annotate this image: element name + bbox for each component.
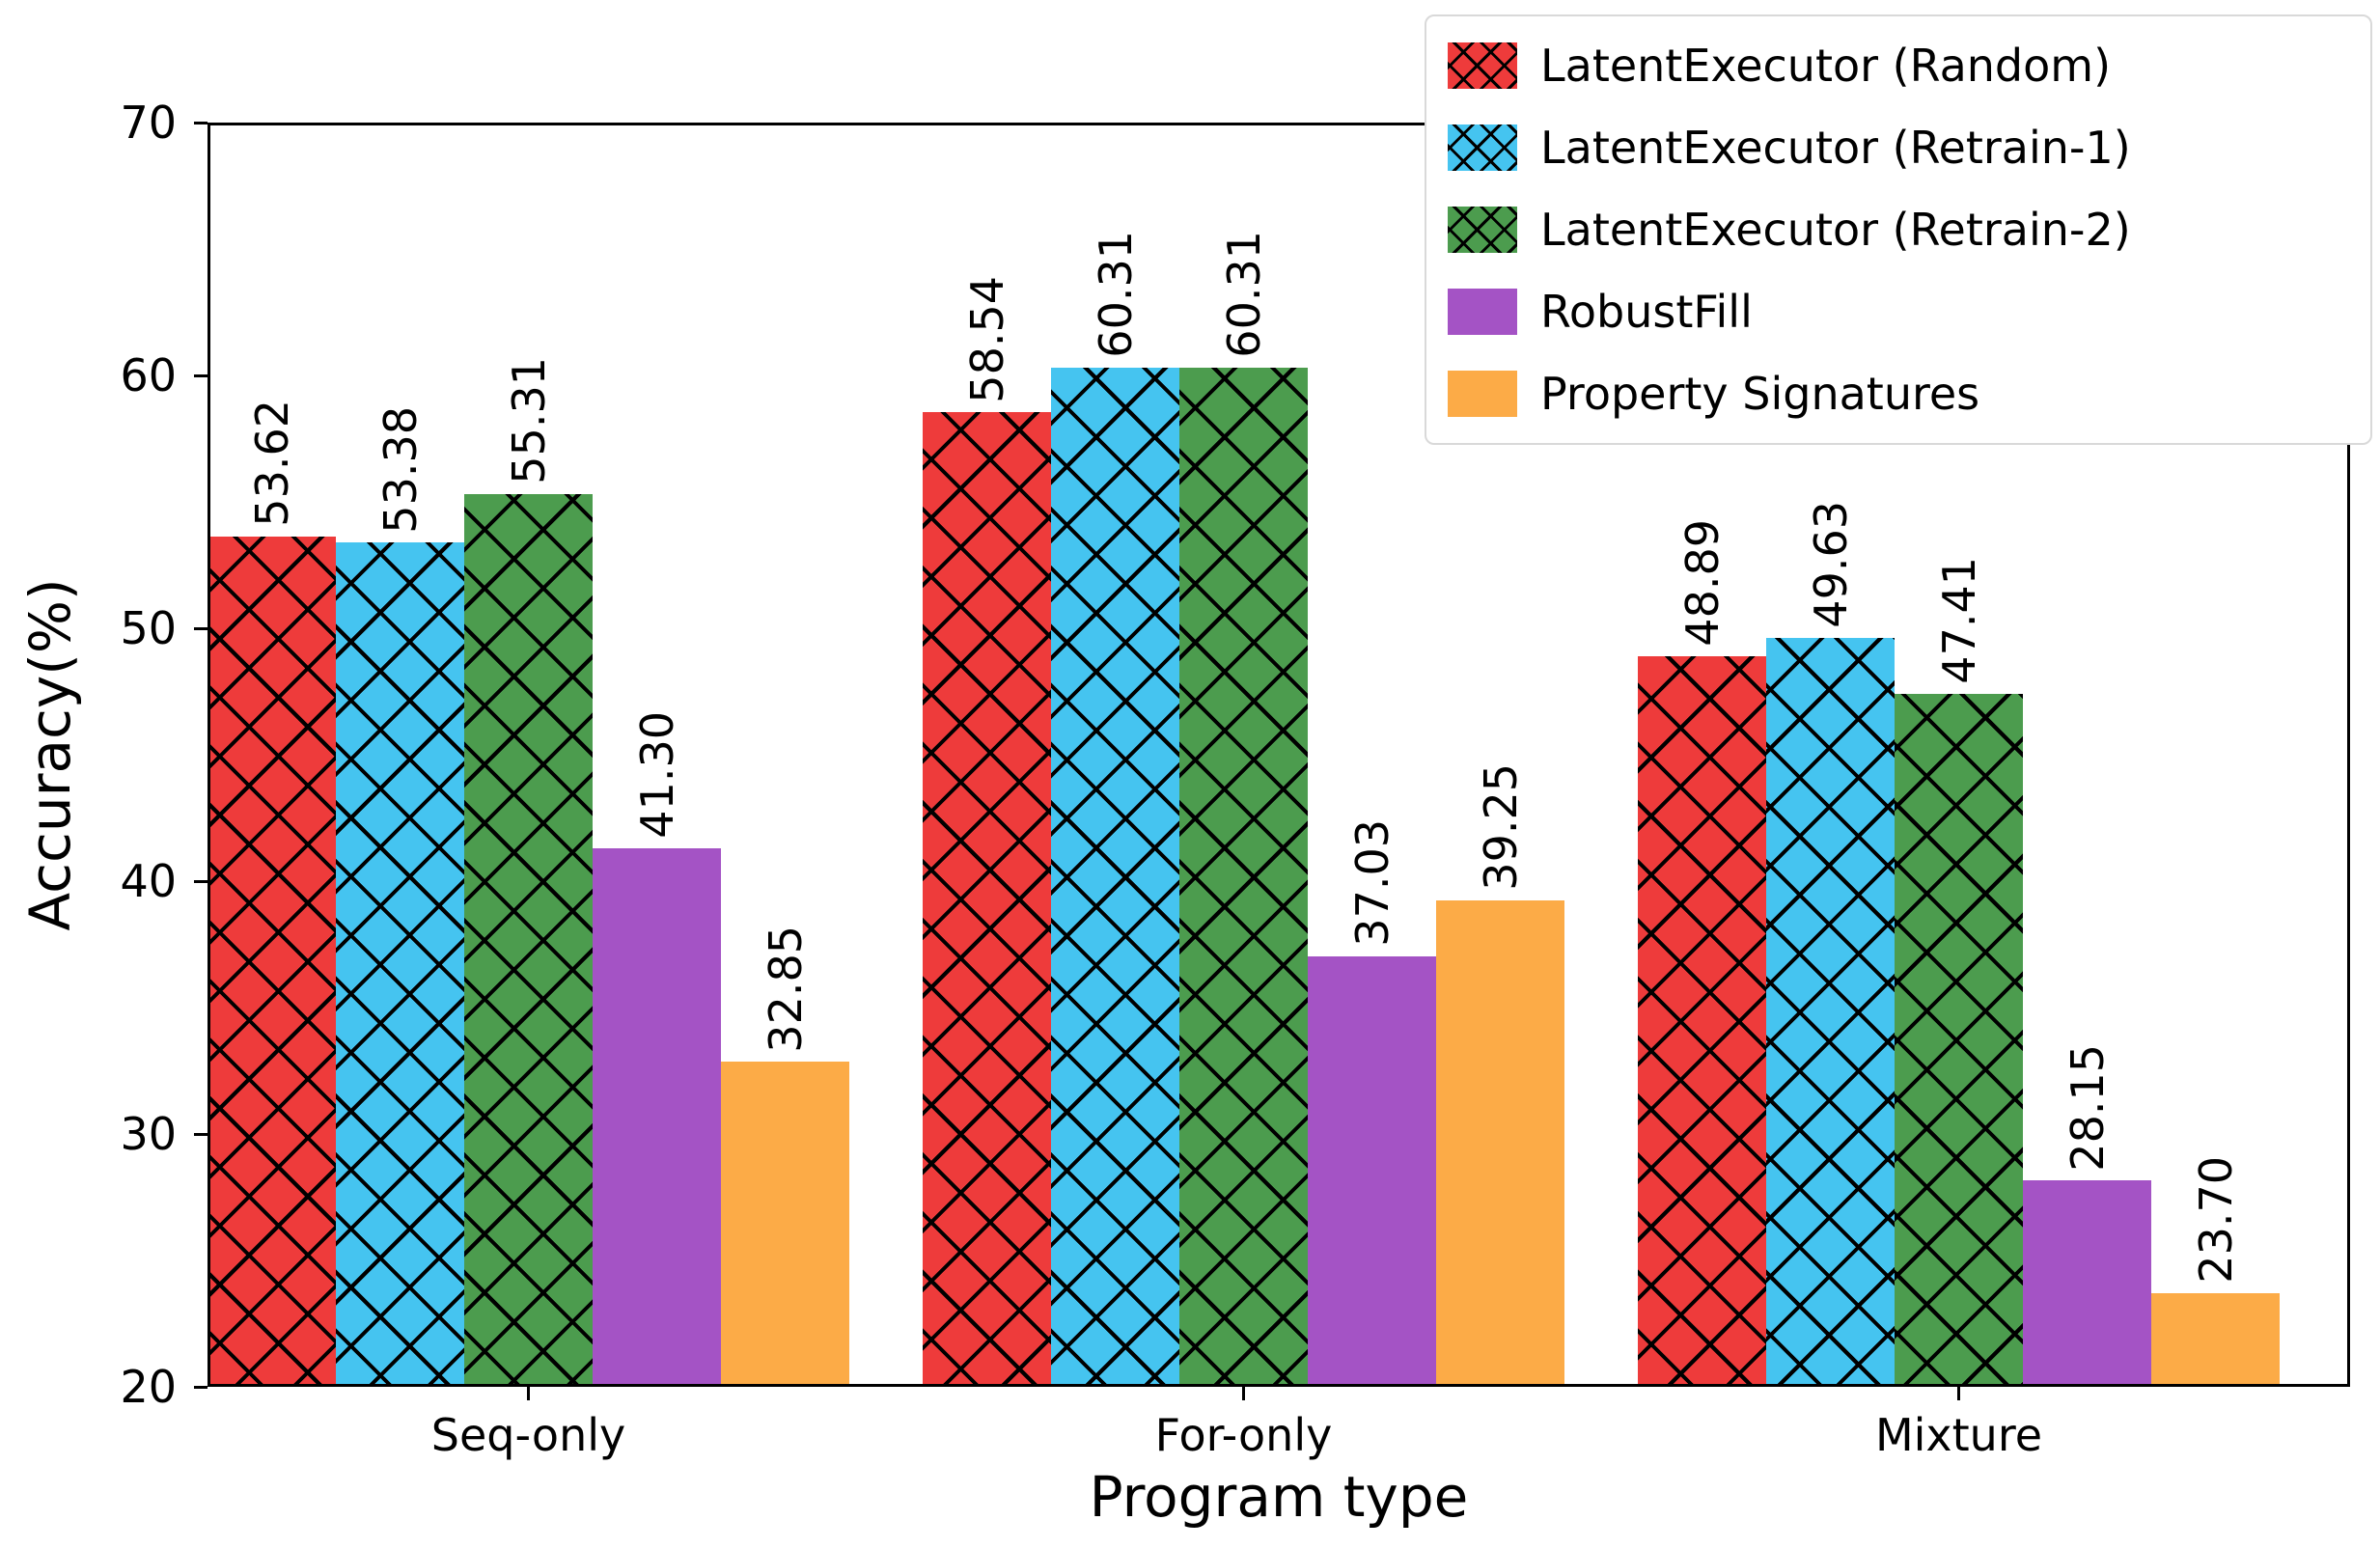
bar-value-anchor: 39.25 [1467,594,1535,891]
bar-value-label: 60.31 [1217,231,1270,358]
bar-value-label: 48.89 [1675,519,1729,648]
bar [464,493,593,1387]
bar-value-anchor: 41.30 [623,541,691,839]
legend-swatch [1448,124,1517,171]
bar [593,847,721,1387]
bar [1308,955,1436,1387]
legend-item: RobustFill [1448,271,2370,353]
bar-value-anchor: 55.31 [495,187,563,484]
x-axis-title: Program type [1089,1464,1469,1530]
legend-swatch [1448,41,1517,89]
x-tick [527,1387,530,1400]
legend-item: LatentExecutor (Random) [1448,24,2370,106]
bar-value-anchor: 58.54 [954,105,1021,403]
legend-item: LatentExecutor (Retrain-1) [1448,106,2370,188]
bar-value-label: 39.25 [1474,762,1527,891]
bar-value-label: 53.38 [374,405,427,534]
bar-value-anchor: 23.70 [2182,986,2250,1284]
legend-swatch [1448,289,1517,336]
bar-value-label: 53.62 [245,400,298,528]
bar-value-label: 49.63 [1804,500,1857,628]
bar [336,542,464,1387]
bar-value-label: 47.41 [1932,557,1985,684]
y-tick [194,1385,208,1389]
legend: LatentExecutor (Random) LatentExecutor (R… [1425,14,2372,445]
bar [1051,367,1179,1387]
bar [1436,899,1564,1387]
bar-value-anchor: 28.15 [2054,873,2121,1172]
bar-value-anchor: 60.31 [1210,61,1278,358]
legend-label: Property Signatures [1540,368,1980,421]
y-tick [194,626,208,630]
y-tick [194,879,208,883]
y-tick [194,1132,208,1136]
bar [208,537,336,1387]
bar [1895,693,2023,1387]
legend-swatch [1448,371,1517,418]
bar-value-anchor: 37.03 [1339,650,1406,947]
bar [1766,637,1895,1387]
bar-value-label: 41.30 [630,711,683,839]
bar-value-label: 60.31 [1089,231,1142,358]
legend-label: LatentExecutor (Random) [1540,39,2112,92]
y-tick-label: 30 [120,1108,177,1160]
y-tick-label: 60 [120,349,177,401]
bar [721,1062,849,1387]
bar [1638,656,1766,1387]
bar-value-anchor: 32.85 [752,755,819,1053]
x-tick-label: For-only [1154,1409,1333,1461]
y-tick [194,121,208,124]
bar-value-label: 58.54 [960,275,1013,403]
bar [1179,367,1308,1387]
y-tick-label: 70 [120,97,177,149]
x-tick [1957,1387,1960,1400]
y-axis-title: Accuracy(%) [17,578,83,931]
y-tick-label: 50 [120,602,177,654]
bar-value-anchor: 53.38 [367,235,434,534]
bar-value-anchor: 60.31 [1082,61,1149,358]
legend-label: LatentExecutor (Retrain-1) [1540,121,2131,174]
bar-value-label: 28.15 [2061,1043,2114,1172]
legend-swatch [1448,207,1517,253]
x-tick [1242,1387,1245,1400]
bar-value-label: 23.70 [2189,1156,2242,1285]
y-tick-label: 20 [120,1361,177,1413]
bar [2151,1293,2280,1387]
bar-value-anchor: 53.62 [238,230,306,527]
bar [2023,1180,2151,1387]
legend-label: LatentExecutor (Retrain-2) [1540,204,2131,256]
y-tick [194,373,208,377]
legend-item: LatentExecutor (Retrain-2) [1448,188,2370,270]
legend-label: RobustFill [1540,286,1753,339]
bar-value-label: 37.03 [1345,819,1398,947]
bar-value-label: 32.85 [759,925,812,1053]
bar-value-label: 55.31 [502,357,555,484]
legend-item: Property Signatures [1448,353,2370,435]
x-tick-label: Seq-only [430,1409,626,1461]
x-tick-label: Mixture [1874,1409,2043,1461]
y-tick-label: 40 [120,855,177,907]
bar [923,412,1051,1387]
